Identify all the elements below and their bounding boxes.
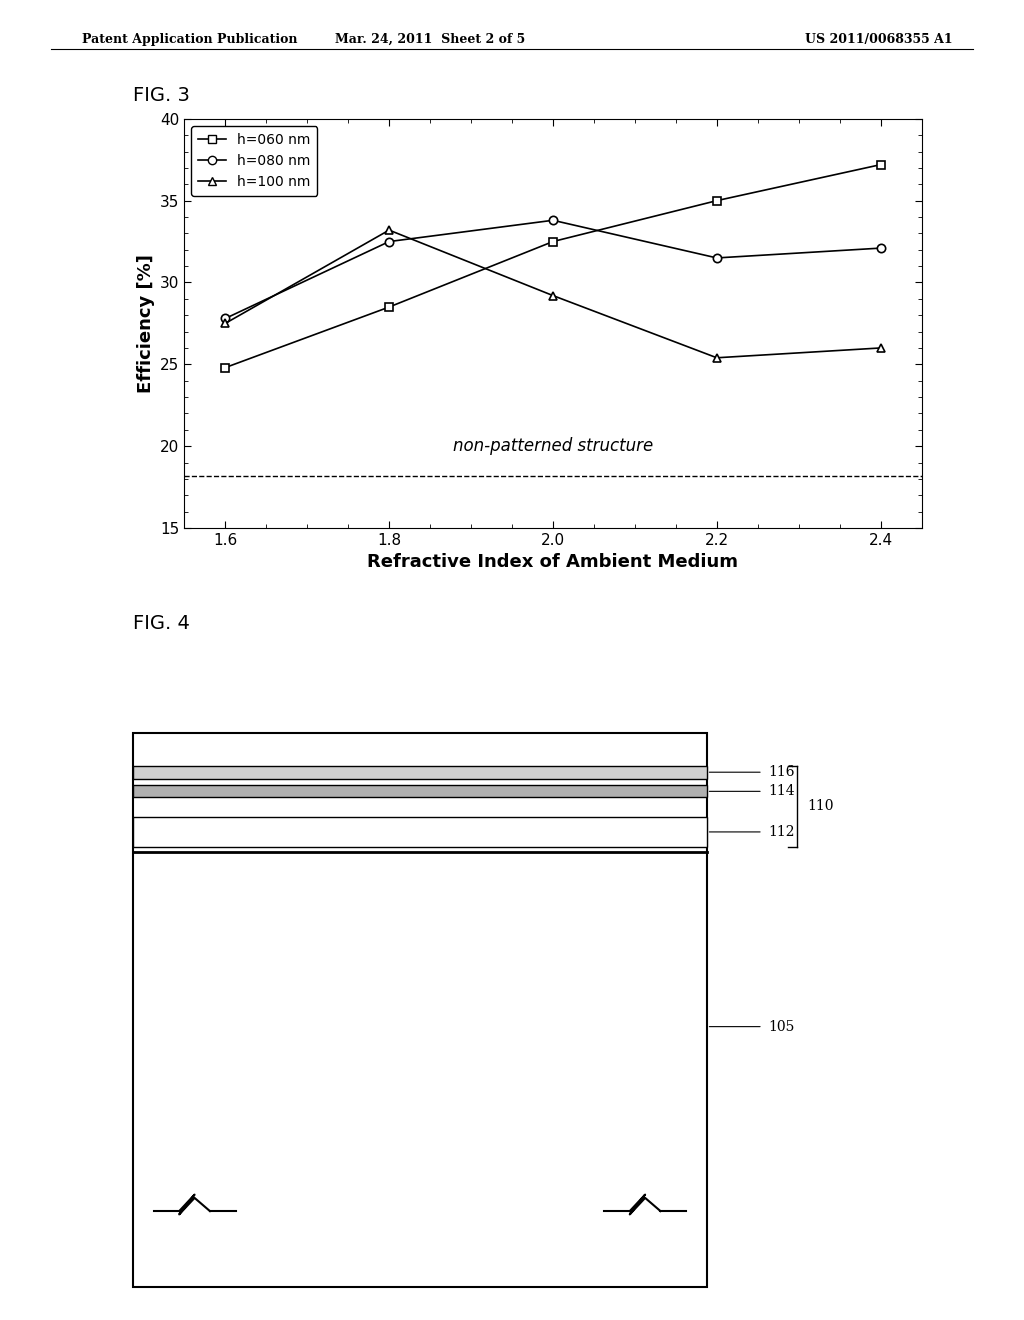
Text: US 2011/0068355 A1: US 2011/0068355 A1 [805, 33, 952, 46]
Text: FIG. 3: FIG. 3 [133, 86, 190, 104]
Text: Mar. 24, 2011  Sheet 2 of 5: Mar. 24, 2011 Sheet 2 of 5 [335, 33, 525, 46]
X-axis label: Refractive Index of Ambient Medium: Refractive Index of Ambient Medium [368, 553, 738, 572]
Bar [133, 785, 707, 797]
Text: 105: 105 [768, 1019, 795, 1034]
Text: 112: 112 [768, 825, 795, 840]
Text: FIG. 4: FIG. 4 [133, 614, 190, 632]
Text: 110: 110 [807, 799, 834, 813]
Text: 114: 114 [768, 784, 795, 799]
Text: non-patterned structure: non-patterned structure [453, 437, 653, 455]
Legend: h=060 nm, h=080 nm, h=100 nm: h=060 nm, h=080 nm, h=100 nm [191, 125, 317, 195]
Text: Patent Application Publication: Patent Application Publication [82, 33, 297, 46]
Bar [133, 766, 707, 779]
Bar [133, 733, 707, 1287]
Text: 116: 116 [768, 766, 795, 779]
Y-axis label: Efficiency [%]: Efficiency [%] [136, 253, 155, 393]
Bar [133, 817, 707, 847]
